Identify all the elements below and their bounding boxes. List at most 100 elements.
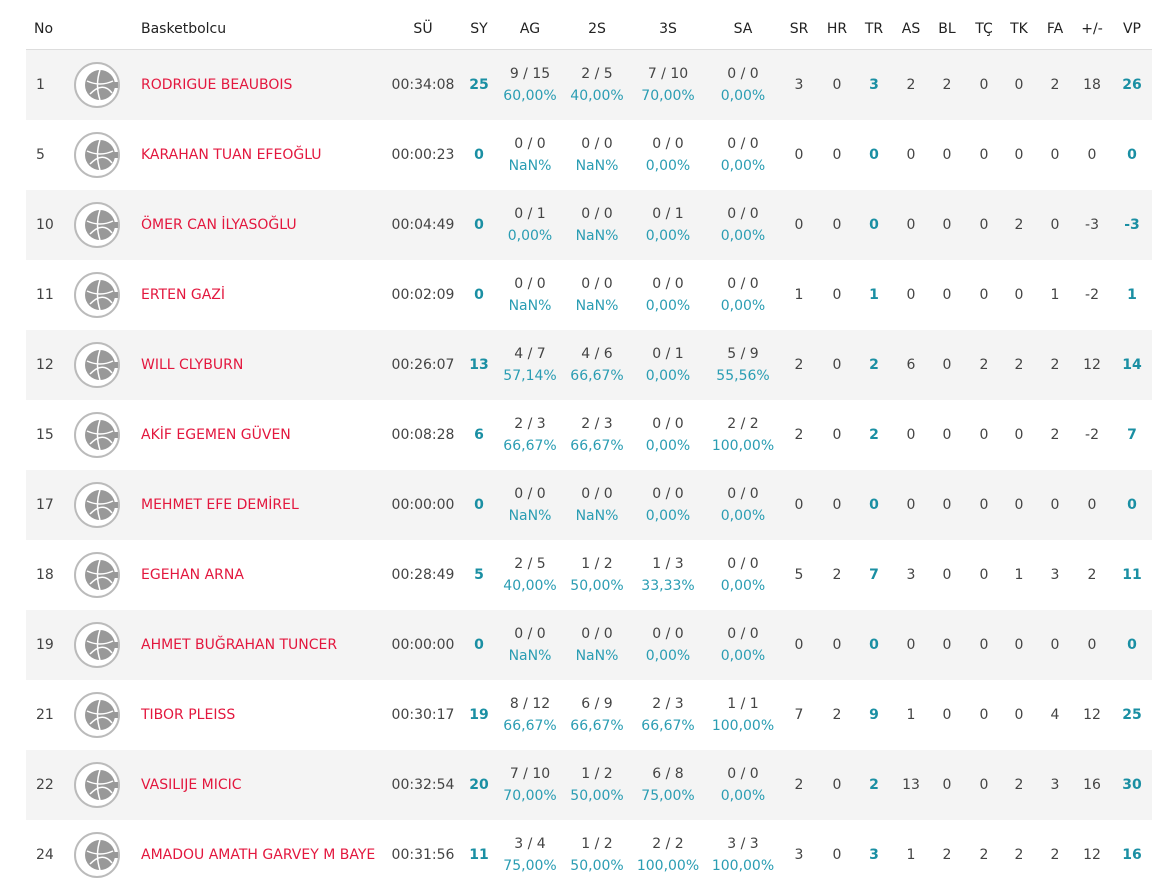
shots-percent: 0,00% xyxy=(645,438,691,454)
stat-value: 12 xyxy=(1083,357,1101,373)
stat-value: 0 xyxy=(1050,497,1060,513)
shots-made: 2 / 5 xyxy=(514,556,546,572)
stat-value: 1 xyxy=(794,287,804,303)
shots-percent: 0,00% xyxy=(720,788,766,804)
stat-value: 0 xyxy=(979,567,989,583)
stat-value: 0 xyxy=(832,497,842,513)
minutes: 00:00:00 xyxy=(391,637,455,653)
minutes: 00:30:17 xyxy=(391,707,455,723)
shots-percent: 0,00% xyxy=(720,648,766,664)
stat-value: 0 xyxy=(869,147,879,163)
stat-value: 2 xyxy=(1050,847,1060,863)
player-avatar xyxy=(73,61,121,114)
shots-percent: 100,00% xyxy=(636,858,700,874)
avatar-icon xyxy=(74,622,120,668)
player-avatar xyxy=(73,481,121,534)
column-header: AG xyxy=(519,21,541,37)
stat-value: 0 xyxy=(794,217,804,233)
stat-value: 0 xyxy=(979,427,989,443)
player-avatar xyxy=(73,691,121,744)
shots-made: 2 / 2 xyxy=(727,416,759,432)
stat-value: 14 xyxy=(1122,357,1142,373)
minutes: 00:08:28 xyxy=(391,427,455,443)
stat-value: 0 xyxy=(1050,637,1060,653)
avatar-icon xyxy=(74,132,120,178)
shots-made: 0 / 0 xyxy=(727,66,759,82)
stat-value: 0 xyxy=(906,497,916,513)
shots-made: 8 / 12 xyxy=(509,696,551,712)
avatar-icon xyxy=(74,202,120,248)
minutes: 00:00:23 xyxy=(391,147,455,163)
shots-percent: 40,00% xyxy=(503,578,557,594)
player-avatar xyxy=(73,201,121,254)
shots-made: 0 / 1 xyxy=(514,206,546,222)
stat-value: 0 xyxy=(794,147,804,163)
player-row xyxy=(26,120,1152,190)
shots-made: 2 / 3 xyxy=(514,416,546,432)
stat-value: 0 xyxy=(1087,637,1097,653)
shots-made: 4 / 7 xyxy=(514,346,546,362)
shots-percent: 70,00% xyxy=(641,88,695,104)
jersey-number: 18 xyxy=(36,567,54,583)
stat-value: 3 xyxy=(794,847,804,863)
shots-percent: 0,00% xyxy=(720,508,766,524)
stat-value: 2 xyxy=(1087,567,1097,583)
stat-value: 25 xyxy=(1122,707,1142,723)
shots-made: 0 / 0 xyxy=(727,626,759,642)
stat-value: 0 xyxy=(832,357,842,373)
player-row xyxy=(26,260,1152,330)
player-row xyxy=(26,400,1152,470)
shots-made: 0 / 0 xyxy=(727,136,759,152)
jersey-number: 24 xyxy=(36,847,54,863)
shots-percent: 0,00% xyxy=(645,648,691,664)
shots-percent: 33,33% xyxy=(641,578,695,594)
shots-percent: 57,14% xyxy=(503,368,557,384)
shots-made: 1 / 2 xyxy=(581,556,613,572)
stat-value: 0 xyxy=(1014,147,1024,163)
points: 25 xyxy=(469,77,489,93)
stat-value: 30 xyxy=(1122,777,1142,793)
shots-percent: 55,56% xyxy=(716,368,770,384)
points: 11 xyxy=(469,847,489,863)
jersey-number: 1 xyxy=(36,77,45,93)
shots-percent: NaN% xyxy=(575,648,619,664)
points: 0 xyxy=(474,497,484,513)
stat-value: 0 xyxy=(1014,427,1024,443)
shots-made: 0 / 0 xyxy=(727,486,759,502)
stat-value: 0 xyxy=(942,637,952,653)
avatar-icon xyxy=(74,62,120,108)
shots-made: 0 / 0 xyxy=(581,206,613,222)
column-header: SA xyxy=(733,21,753,37)
column-header: SÜ xyxy=(413,21,433,37)
column-header: FA xyxy=(1046,21,1064,37)
jersey-number: 22 xyxy=(36,777,54,793)
stat-value: -3 xyxy=(1124,217,1140,233)
stat-value: 0 xyxy=(1014,707,1024,723)
column-header: TR xyxy=(864,21,884,37)
shots-percent: NaN% xyxy=(508,508,552,524)
shots-made: 0 / 0 xyxy=(514,136,546,152)
player-row xyxy=(26,190,1152,260)
shots-made: 5 / 9 xyxy=(727,346,759,362)
stat-value: 0 xyxy=(1050,147,1060,163)
minutes: 00:28:49 xyxy=(391,567,455,583)
shots-percent: 66,67% xyxy=(503,718,557,734)
stat-value: 2 xyxy=(1014,217,1024,233)
stat-value: 0 xyxy=(1087,147,1097,163)
shots-percent: 0,00% xyxy=(720,158,766,174)
stat-value: 0 xyxy=(979,777,989,793)
column-header: +/- xyxy=(1081,21,1103,37)
player-name: RODRIGUE BEAUBOIS xyxy=(141,77,293,93)
stat-value: 0 xyxy=(869,217,879,233)
shots-percent: 50,00% xyxy=(570,788,624,804)
stat-value: 0 xyxy=(832,637,842,653)
stat-value: 0 xyxy=(979,707,989,723)
player-avatar xyxy=(73,131,121,184)
stat-value: 0 xyxy=(832,847,842,863)
shots-made: 0 / 0 xyxy=(652,136,684,152)
stat-value: 2 xyxy=(979,357,989,373)
shots-percent: 50,00% xyxy=(570,578,624,594)
shots-percent: NaN% xyxy=(508,298,552,314)
stat-value: 1 xyxy=(1014,567,1024,583)
shots-percent: 75,00% xyxy=(503,858,557,874)
